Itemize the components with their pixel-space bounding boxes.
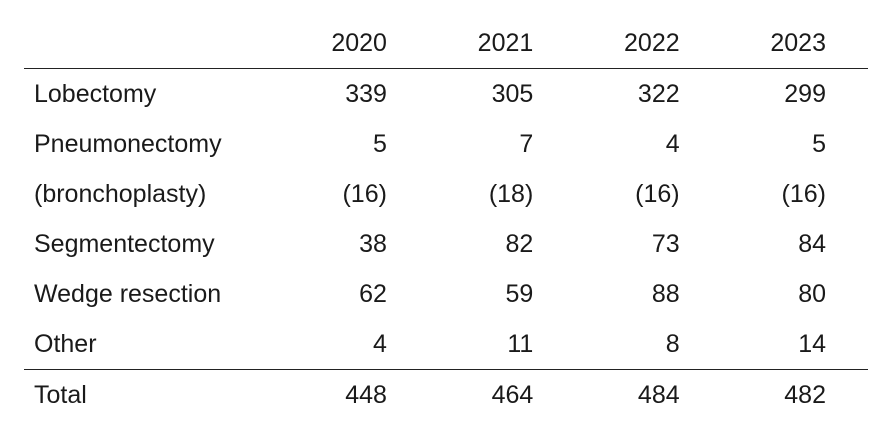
cell-value: (16) xyxy=(781,180,826,208)
surgery-counts-table: 2020 2021 2022 2023 Lobectomy 339 305 32… xyxy=(24,18,868,420)
table-row: Segmentectomy 38 82 73 84 xyxy=(24,219,868,269)
header-year-2022: 2022 xyxy=(575,18,722,69)
row-label: (bronchoplasty) xyxy=(34,180,207,208)
total-row: Total 448 464 484 482 xyxy=(24,369,868,420)
header-year-2023: 2023 xyxy=(721,18,868,69)
cell-value: 38 xyxy=(359,230,387,258)
table-row: Pneumonectomy 5 7 4 5 xyxy=(24,119,868,169)
header-year-2020: 2020 xyxy=(282,18,429,69)
cell-value: 4 xyxy=(665,130,680,158)
total-value: 448 xyxy=(282,369,429,420)
cell-value: 62 xyxy=(359,280,387,308)
cell-value: 82 xyxy=(505,230,534,258)
cell-value: 88 xyxy=(651,280,680,308)
total-label: Total xyxy=(24,369,283,420)
cell-value: 4 xyxy=(373,330,387,358)
cell-value: 339 xyxy=(345,80,387,108)
cell-value: (16) xyxy=(635,180,680,208)
cell-value: 73 xyxy=(651,230,680,258)
row-label: Pneumonectomy xyxy=(34,130,222,158)
cell-value: 305 xyxy=(491,80,534,108)
header-blank-cell xyxy=(24,18,283,69)
cell-value: (18) xyxy=(488,180,534,208)
row-label: Lobectomy xyxy=(34,80,157,108)
table-row: Other 4 11 8 14 xyxy=(24,319,868,370)
row-label: Wedge resection xyxy=(34,280,222,308)
total-value: 482 xyxy=(721,369,868,420)
cell-value: 11 xyxy=(507,330,534,358)
cell-value: (16) xyxy=(342,180,387,208)
row-label: Segmentectomy xyxy=(34,230,215,258)
cell-value: 299 xyxy=(784,80,826,108)
cell-value: 322 xyxy=(637,80,680,108)
cell-value: 5 xyxy=(812,130,826,158)
row-label: Other xyxy=(34,330,97,358)
surgery-table-container: 2020 2021 2022 2023 Lobectomy 339 305 32… xyxy=(24,18,868,420)
total-value: 484 xyxy=(575,369,722,420)
total-value: 464 xyxy=(428,369,576,420)
table-row: Wedge resection 62 59 88 80 xyxy=(24,269,868,319)
table-header-row: 2020 2021 2022 2023 xyxy=(24,18,868,69)
cell-value: 84 xyxy=(798,230,826,258)
table-row: Lobectomy 339 305 322 299 xyxy=(24,69,868,120)
table-row: (bronchoplasty) (16) (18) (16) (16) xyxy=(24,169,868,219)
cell-value: 7 xyxy=(519,130,534,158)
header-year-2021: 2021 xyxy=(428,18,576,69)
cell-value: 8 xyxy=(665,330,680,358)
cell-value: 5 xyxy=(373,130,387,158)
cell-value: 80 xyxy=(798,280,826,308)
cell-value: 59 xyxy=(505,280,534,308)
cell-value: 14 xyxy=(798,330,826,358)
